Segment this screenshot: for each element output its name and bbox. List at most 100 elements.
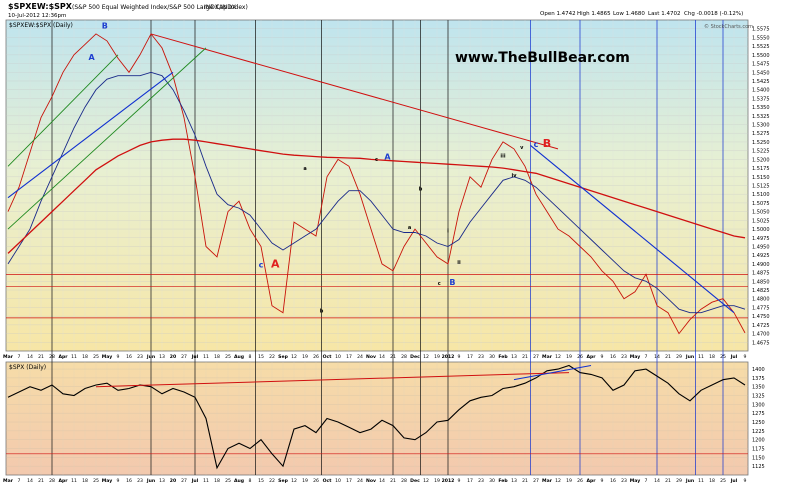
x-tick-label: Mar — [3, 354, 14, 360]
spx-x-tick-label: 9 — [117, 478, 120, 484]
spx-y-tick-label: 1175 — [752, 447, 765, 453]
spx-x-tick-label: 19 — [566, 478, 572, 484]
x-tick-label: 19 — [302, 354, 308, 360]
price-y-tick-label: 1.5225 — [752, 149, 770, 155]
x-tick-label: 18 — [214, 354, 220, 360]
trendlines — [7, 33, 735, 388]
x-tick-label: 28 — [49, 354, 55, 360]
x-ticks: MarMar77141421212828AprApr111118182525Ma… — [3, 354, 747, 484]
spx-x-tick-label: 18 — [709, 478, 715, 484]
spx-x-tick-label: 16 — [610, 478, 616, 484]
spx-x-tick-label: 23 — [137, 478, 143, 484]
wave-label: B — [543, 137, 551, 150]
price-y-tick-label: 1.5550 — [752, 35, 770, 41]
price-y-tick-label: 1.5025 — [752, 218, 770, 224]
price-y-tick-label: 1.5175 — [752, 166, 770, 172]
spx-y-tick-label: 1325 — [752, 394, 765, 400]
x-tick-label: Apr — [58, 354, 68, 360]
price-y-tick-label: 1.4700 — [752, 332, 770, 338]
price-line — [7, 33, 746, 335]
wave-label: c — [375, 157, 378, 163]
price-y-tick-label: 1.4800 — [752, 297, 770, 303]
chart-exchange: INDX/INDX — [204, 4, 236, 11]
price-y-tick-label: 1.5450 — [752, 70, 770, 76]
spx-x-tick-label: 21 — [522, 478, 528, 484]
watermark-text: www.TheBullBear.com — [455, 50, 630, 66]
chart-date: 10-Jul-2012 12:36pm — [8, 13, 66, 19]
x-tick-label: 14 — [379, 354, 385, 360]
x-tick-label: 18 — [82, 354, 88, 360]
spx-x-tick-label: 17 — [346, 478, 352, 484]
x-tick-label: 19 — [566, 354, 572, 360]
spx-y-tick-label: 1375 — [752, 376, 765, 382]
spx-x-tick-label: 28 — [49, 478, 55, 484]
spx-y-tick-label: 1275 — [752, 411, 765, 417]
series-label: $SPXEW:$SPX (Daily) — [9, 22, 73, 29]
support-lines — [6, 273, 748, 455]
spx-x-tick-label: 21 — [38, 478, 44, 484]
price-y-tick-label: 1.4975 — [752, 236, 770, 242]
x-tick-label: 14 — [654, 354, 660, 360]
wave-label: b — [419, 187, 423, 193]
spx-x-tick-label: Jun — [685, 478, 694, 484]
x-tick-label: 26 — [577, 354, 583, 360]
wave-label: c — [259, 260, 264, 269]
spx-y-tick-label: 1125 — [752, 464, 765, 470]
x-tick-label: 16 — [610, 354, 616, 360]
price-y-tick-label: 1.5475 — [752, 62, 770, 68]
spx-x-tick-label: 19 — [434, 478, 440, 484]
spx-x-tick-label: 27 — [533, 478, 539, 484]
x-tick-label: 11 — [698, 354, 704, 360]
spx-x-tick-label: 8 — [249, 478, 252, 484]
x-tick-label: Aug — [234, 354, 244, 360]
spx-y-tick-label: 1250 — [752, 420, 765, 426]
x-tick-label: Jun — [146, 354, 155, 360]
x-tick-label: Feb — [498, 354, 508, 360]
high-value: High 1.4865 — [577, 11, 611, 17]
wave-label: A — [271, 257, 280, 270]
chg-value: Chg -0.0018 (-0.12%) — [684, 11, 743, 17]
spx-y-tick-label: 1200 — [752, 438, 765, 444]
x-tick-label: 7 — [18, 354, 21, 360]
spx-x-tick-label: 2012 — [442, 478, 455, 484]
price-y-tick-label: 1.4750 — [752, 314, 770, 320]
spx-x-tick-label: Jul — [730, 478, 738, 484]
x-tick-label: 11 — [203, 354, 209, 360]
x-tick-label: 28 — [401, 354, 407, 360]
last-value: Last 1.4702 — [648, 11, 680, 17]
wave-label: B — [102, 22, 108, 31]
spx-x-tick-label: 12 — [291, 478, 297, 484]
x-tick-label: 22 — [269, 354, 275, 360]
wave-label: a — [303, 166, 306, 172]
x-tick-label: 25 — [225, 354, 231, 360]
spx-x-tick-label: 14 — [379, 478, 385, 484]
spx-y-tick-label: 1300 — [752, 402, 765, 408]
x-tick-label: May — [102, 354, 113, 360]
wave-label: c — [438, 281, 441, 287]
x-tick-label: 26 — [313, 354, 319, 360]
spx-x-tick-label: Oct — [323, 478, 333, 484]
price-y-tick-label: 1.5100 — [752, 192, 770, 198]
spx-x-tick-label: Feb — [498, 478, 508, 484]
x-tick-label: May — [630, 354, 641, 360]
spx-x-tick-label: 25 — [225, 478, 231, 484]
wave-label: ii — [457, 260, 461, 266]
wave-label: i — [447, 229, 449, 235]
spx-x-tick-label: 12 — [423, 478, 429, 484]
x-tick-label: 25 — [720, 354, 726, 360]
x-tick-label: Oct — [323, 354, 333, 360]
price-y-tick-label: 1.5425 — [752, 79, 770, 85]
price-y-tick-label: 1.5375 — [752, 96, 770, 102]
price-y-tick-label: 1.4675 — [752, 340, 770, 346]
x-tick-label: 9 — [601, 354, 604, 360]
spx-x-tick-label: Jun — [146, 478, 155, 484]
spx-x-tick-label: 14 — [27, 478, 33, 484]
x-tick-label: 27 — [181, 354, 187, 360]
price-y-tick-label: 1.5125 — [752, 184, 770, 190]
spx-x-tick-label: 23 — [621, 478, 627, 484]
x-tick-label: 19 — [434, 354, 440, 360]
resistance-trendline — [150, 33, 559, 150]
price-y-tick-label: 1.4925 — [752, 253, 770, 259]
